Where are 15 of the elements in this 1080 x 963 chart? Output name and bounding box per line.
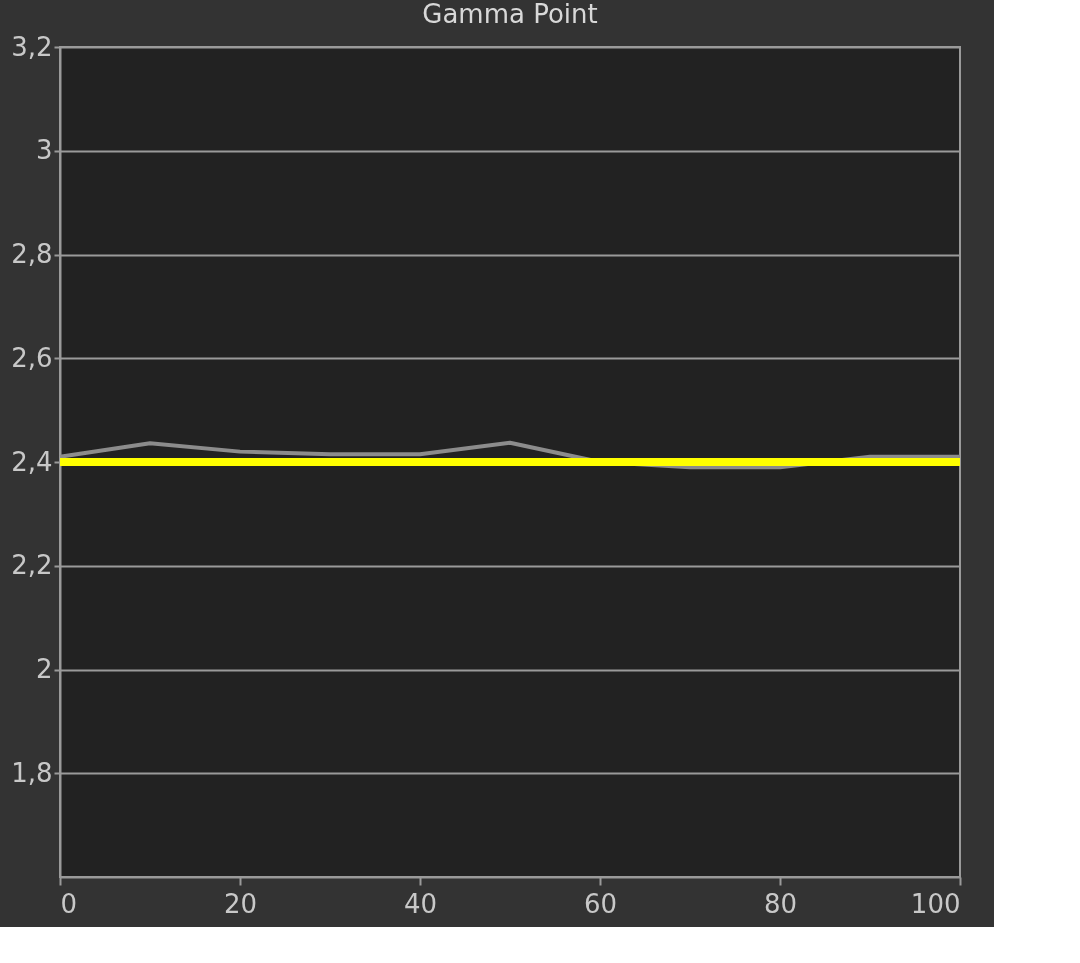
x-tick-label: 100 [910, 888, 961, 919]
y-tick-label: 2,8 [11, 239, 53, 269]
y-tick-label: 3,2 [11, 31, 53, 62]
y-tick-label: 2 [35, 654, 53, 684]
x-tick-label: 20 [223, 888, 258, 919]
y-tick-label: 2,4 [11, 446, 53, 477]
x-tick-label: 80 [763, 888, 798, 919]
x-tick-label: 0 [60, 888, 78, 919]
y-tick-label: 2,6 [11, 342, 53, 373]
y-tick-label: 3 [35, 135, 53, 166]
y-tick-label: 1,8 [11, 757, 53, 788]
chart-title: Gamma Point [422, 0, 598, 29]
y-tick-label: 2,2 [11, 550, 53, 581]
x-tick-label: 40 [403, 888, 438, 919]
x-tick-label: 60 [583, 888, 618, 919]
